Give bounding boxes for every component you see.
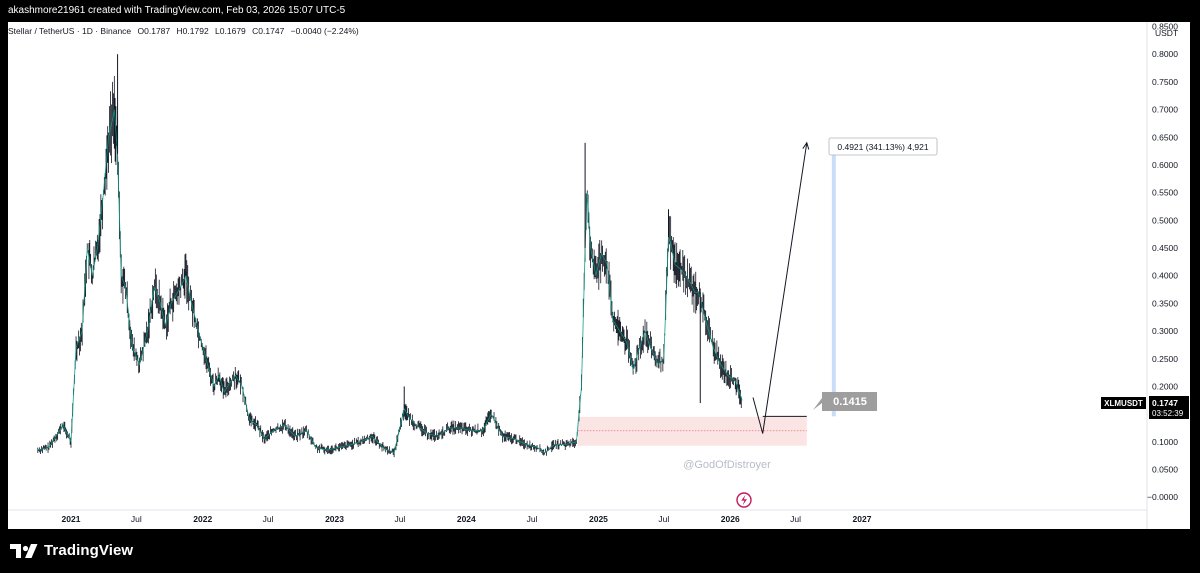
- close-value: C0.1747: [252, 26, 285, 36]
- change-value: −0.0040 (−2.24%): [290, 26, 359, 36]
- footer-bar: TradingView: [0, 529, 1200, 573]
- chart-caption: akashmore21961 created with TradingView.…: [0, 0, 1200, 22]
- tradingview-wordmark: TradingView: [44, 542, 134, 559]
- symbol-legend: Stellar / TetherUS · 1D · Binance O0.178…: [8, 26, 363, 36]
- tradingview-logo[interactable]: TradingView: [10, 542, 133, 559]
- high-value: H0.1792: [176, 26, 209, 36]
- tradingview-logo-icon: [10, 543, 38, 558]
- low-value: L0.1679: [215, 26, 246, 36]
- open-value: O0.1787: [137, 26, 171, 36]
- chart-panel[interactable]: [8, 22, 1190, 529]
- symbol-title[interactable]: Stellar / TetherUS · 1D · Binance: [8, 26, 132, 36]
- currency-label[interactable]: USDT: [1155, 28, 1179, 38]
